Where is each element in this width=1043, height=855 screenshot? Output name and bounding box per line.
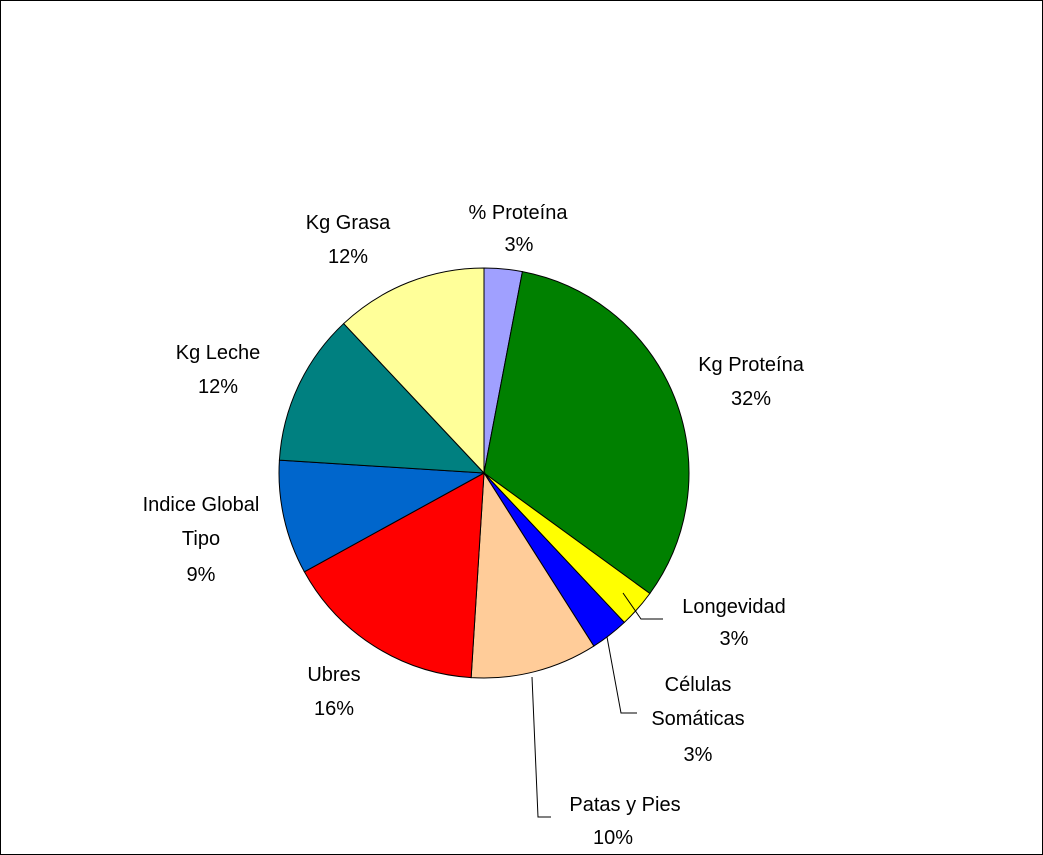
slice-name-label-5: Patas y Pies bbox=[569, 794, 680, 816]
pie-slices bbox=[278, 267, 690, 679]
slice-value-label-8: 12% bbox=[198, 376, 238, 398]
pie-slice-9 bbox=[342, 267, 485, 475]
slice-name-label-8: Kg Leche bbox=[176, 342, 261, 364]
slice-labels: % Proteína 3% Kg Proteína 32% Longevidad 3% Cé… bbox=[143, 202, 805, 849]
slice-value-label-5: 10% bbox=[593, 827, 633, 849]
slice-value-label-7: 9% bbox=[187, 564, 216, 586]
slice-name-label-6: Ubres bbox=[307, 664, 360, 686]
slice-name-label-9: Kg Grasa bbox=[306, 212, 391, 234]
slice-value-label-6: 16% bbox=[314, 698, 354, 720]
pie-slice-7 bbox=[278, 459, 486, 573]
pie-slice-8 bbox=[278, 322, 486, 474]
slice-value-label-2: 32% bbox=[731, 388, 771, 410]
leader-line-5 bbox=[531, 676, 551, 818]
slice-name-label-4: Células Somáticas bbox=[651, 674, 744, 730]
slice-value-label-9: 12% bbox=[328, 246, 368, 268]
leader-line-4 bbox=[606, 636, 637, 714]
pie-slice-6 bbox=[303, 472, 485, 679]
leader-line-3 bbox=[622, 592, 663, 620]
pie-slice-5 bbox=[470, 471, 595, 679]
leader-lines bbox=[531, 592, 663, 818]
slice-name-label-7: Indice Global Tipo bbox=[143, 494, 260, 550]
slice-value-label-3: 3% bbox=[720, 628, 749, 650]
slice-value-label-1: 3% bbox=[505, 234, 534, 256]
slice-name-label-3: Longevidad bbox=[682, 596, 785, 618]
slice-name-label-1: % Proteína bbox=[469, 202, 569, 224]
slice-value-label-4: 3% bbox=[684, 744, 713, 766]
pie-slice-2 bbox=[483, 271, 690, 595]
slice-name-label-2: Kg Proteína bbox=[698, 354, 805, 376]
